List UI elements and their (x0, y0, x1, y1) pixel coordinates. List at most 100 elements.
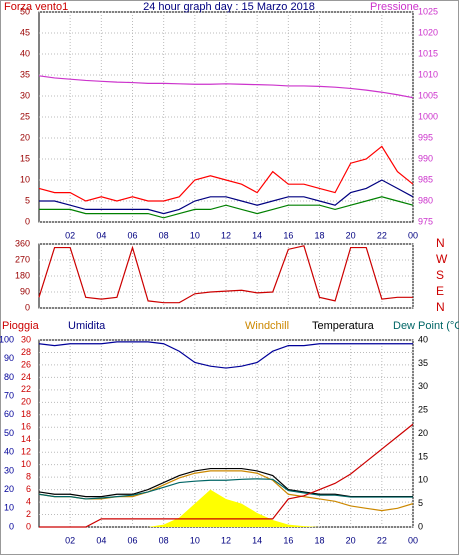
y-tick-label: 30 (21, 334, 31, 344)
x-tick-label: 18 (314, 230, 324, 240)
y2-tick-label: 990 (418, 153, 433, 163)
x-tick-label: 04 (96, 230, 106, 240)
x-tick-label: 14 (252, 535, 262, 545)
y-tick-label: 5 (25, 195, 30, 205)
y2-tick-label: 1005 (418, 90, 438, 100)
x-tick-label: 22 (377, 230, 387, 240)
y2-tick-label: 10 (418, 475, 428, 485)
y2-tick-label: 1015 (418, 48, 438, 58)
y2-tick-label: 980 (418, 195, 433, 205)
y-tick-label: 40 (20, 48, 30, 58)
series-line (39, 423, 414, 528)
y-tick-label: 180 (15, 270, 30, 280)
y2-tick-label: W (436, 252, 448, 266)
y-tick-label: 4 (26, 496, 31, 506)
y2-tick-label: 0 (418, 521, 423, 531)
x-tick-label: 18 (314, 535, 324, 545)
y-tick-label: 22 (21, 384, 31, 394)
y2-tick-label: 975 (418, 216, 433, 226)
y-tick-label: 90 (20, 286, 30, 296)
y2-tick-label: 20 (418, 428, 428, 438)
y-label: Pioggia (2, 320, 40, 332)
series-line (39, 179, 414, 215)
y-tick-label: 2 (26, 509, 31, 519)
y3-tick-label: 10 (4, 503, 14, 513)
x-tick-label: 08 (159, 230, 169, 240)
x-tick-label: 06 (127, 230, 137, 240)
x-tick-label: 12 (221, 535, 231, 545)
y-tick-label: 0 (25, 302, 30, 312)
y-tick-label: 8 (26, 472, 31, 482)
x-tick-label: 16 (283, 535, 293, 545)
y-tick-label: 18 (21, 409, 31, 419)
y-tick-label: 360 (15, 238, 30, 248)
x-tick-label: 12 (221, 230, 231, 240)
y3-tick-label: 50 (4, 428, 14, 438)
x-tick-label: 06 (127, 535, 137, 545)
x-tick-label: 08 (159, 535, 169, 545)
y2-tick-label: 1010 (418, 69, 438, 79)
x-tick-label: 16 (283, 230, 293, 240)
y-tick-label: 10 (20, 174, 30, 184)
area (39, 489, 413, 527)
y-tick-label: 12 (21, 447, 31, 457)
y3-tick-label: 80 (4, 372, 14, 382)
y2-tick-label: 1025 (418, 6, 438, 16)
x-tick-label: 10 (190, 535, 200, 545)
y3-tick-label: 100 (0, 334, 14, 344)
y-tick-label: 25 (20, 111, 30, 121)
y-tick-label: 28 (21, 347, 31, 357)
y3-tick-label: 90 (4, 353, 14, 363)
y-tick-label: 20 (21, 397, 31, 407)
x-tick-label: 10 (190, 230, 200, 240)
y2-tick-label: 1020 (418, 27, 438, 37)
title: 24 hour graph day : 15 Marzo 2018 (143, 1, 315, 13)
y2-tick-label: E (436, 284, 444, 298)
y2-label: Pressione (370, 1, 419, 13)
y-tick-label: 14 (21, 434, 31, 444)
x-tick-label: 14 (252, 230, 262, 240)
x-tick-label: 20 (346, 230, 356, 240)
legend-entry: Windchill (245, 320, 289, 332)
y-tick-label: 50 (20, 6, 30, 16)
y3-tick-label: 30 (4, 465, 14, 475)
y-tick-label: 270 (15, 254, 30, 264)
y-label: Forza vento1 (4, 1, 68, 13)
series-line (38, 245, 413, 304)
x-tick-label: 00 (408, 535, 418, 545)
y2-tick-label: N (436, 236, 445, 250)
y2-tick-label: 35 (418, 358, 428, 368)
series-line (38, 341, 413, 369)
y2-tick-label: 995 (418, 132, 433, 142)
y3-tick-label: 60 (4, 409, 14, 419)
y2-tick-label: 5 (418, 498, 423, 508)
y2-tick-label: N (436, 300, 445, 314)
x-tick-label: 20 (346, 535, 356, 545)
y3-label: Umidita (68, 320, 106, 332)
y2-tick-label: S (436, 268, 444, 282)
y2-tick-label: 985 (418, 174, 433, 184)
y2-tick-label: 40 (418, 334, 428, 344)
y2-tick-label: 1000 (418, 111, 438, 121)
y-tick-label: 20 (20, 132, 30, 142)
x-tick-label: 00 (408, 230, 418, 240)
y-tick-label: 24 (21, 372, 31, 382)
x-tick-label: 22 (377, 535, 387, 545)
y-tick-label: 0 (26, 521, 31, 531)
y-tick-label: 10 (21, 459, 31, 469)
y3-tick-label: 20 (4, 484, 14, 494)
y2-tick-label: 25 (418, 405, 428, 415)
series-line (38, 145, 414, 202)
y3-tick-label: 70 (4, 390, 14, 400)
series-line (39, 196, 414, 219)
y2-tick-label: 30 (418, 381, 428, 391)
legend-entry: Temperatura (312, 320, 375, 332)
series-line (38, 478, 413, 500)
y-tick-label: 26 (21, 359, 31, 369)
y-tick-label: 30 (20, 90, 30, 100)
y3-tick-label: 40 (4, 447, 14, 457)
x-tick-label: 02 (65, 535, 75, 545)
y-tick-label: 16 (21, 422, 31, 432)
y-tick-label: 45 (20, 27, 30, 37)
